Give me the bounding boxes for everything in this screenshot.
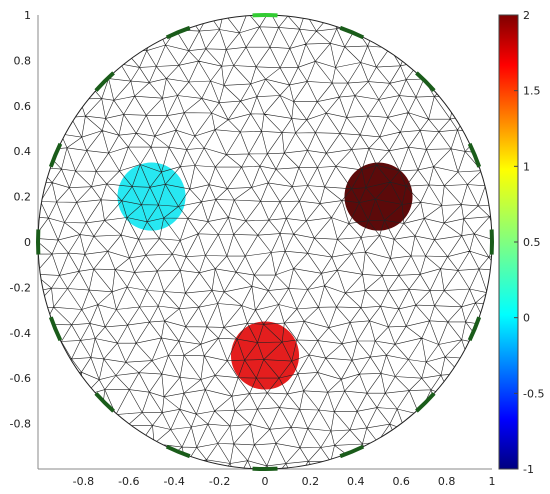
electrode-4 — [467, 142, 482, 168]
domain-background — [38, 15, 492, 469]
x-tick-label: 0.8 — [438, 475, 456, 488]
colorbar-tick-label: -1 — [523, 463, 534, 476]
electrode-12 — [48, 316, 63, 342]
y-tick-labels: 1 0.8 0.6 0.4 0.2 0 -0.2 -0.4 -0.6 -0.8 — [10, 9, 31, 431]
mesh-layer — [38, 15, 492, 469]
y-tick-label: -0.4 — [10, 327, 31, 340]
x-tick-labels: -0.8 -0.6 -0.4 -0.2 0 0.2 0.4 0.6 0.8 1 — [73, 475, 496, 488]
colorbar-tick-label: 1.5 — [523, 85, 541, 98]
electrode-11 — [94, 392, 115, 413]
y-tick-label: 1 — [24, 9, 31, 22]
x-tick-label: -0.4 — [163, 475, 184, 488]
electrode-15 — [94, 71, 115, 92]
electrodes-layer — [36, 13, 495, 472]
x-tick-label: -0.8 — [73, 475, 94, 488]
inclusion-1 — [344, 162, 413, 231]
x-tick-label: 0 — [262, 475, 269, 488]
x-tick-label: 0.6 — [392, 475, 410, 488]
y-tick-label: 0 — [24, 236, 31, 249]
colorbar-tick-label: -0.5 — [523, 387, 544, 400]
x-tick-label: -0.6 — [118, 475, 139, 488]
electrode-8 — [339, 444, 365, 459]
y-tick-label: -0.2 — [10, 281, 31, 294]
y-tick-label: -0.6 — [10, 372, 31, 385]
y-tick-label: 0.2 — [14, 191, 32, 204]
electrode-14 — [48, 142, 63, 168]
electrode-10 — [165, 444, 191, 459]
y-tick-label: -0.8 — [10, 418, 31, 431]
y-tick-label: 0.4 — [14, 145, 32, 158]
x-tick-label: 0.4 — [347, 475, 365, 488]
x-tick-label: -0.2 — [209, 475, 230, 488]
electrode-2 — [339, 25, 365, 40]
electrode-3 — [415, 71, 436, 92]
inclusion-2 — [230, 321, 300, 390]
colorbar-tick-label: 2 — [523, 9, 530, 22]
domain-disk — [36, 13, 495, 472]
electrode-16 — [165, 25, 191, 40]
colorbar-tick-label: 0.5 — [523, 236, 541, 249]
mesh-edges — [38, 15, 492, 469]
colorbar-tick-labels: 2 1.5 1 0.5 0 -0.5 -1 — [514, 9, 544, 476]
x-tick-label: 1 — [489, 475, 496, 488]
y-tick-label: 0.6 — [14, 100, 32, 113]
y-tick-label: 0.8 — [14, 54, 32, 67]
x-tick-label: 0.2 — [302, 475, 320, 488]
electrode-7 — [415, 392, 436, 413]
colorbar: 2 1.5 1 0.5 0 -0.5 -1 — [498, 9, 544, 476]
colorbar-tick-label: 1 — [523, 160, 530, 173]
colorbar-tick-label: 0 — [523, 312, 530, 325]
electrode-6 — [467, 316, 482, 342]
